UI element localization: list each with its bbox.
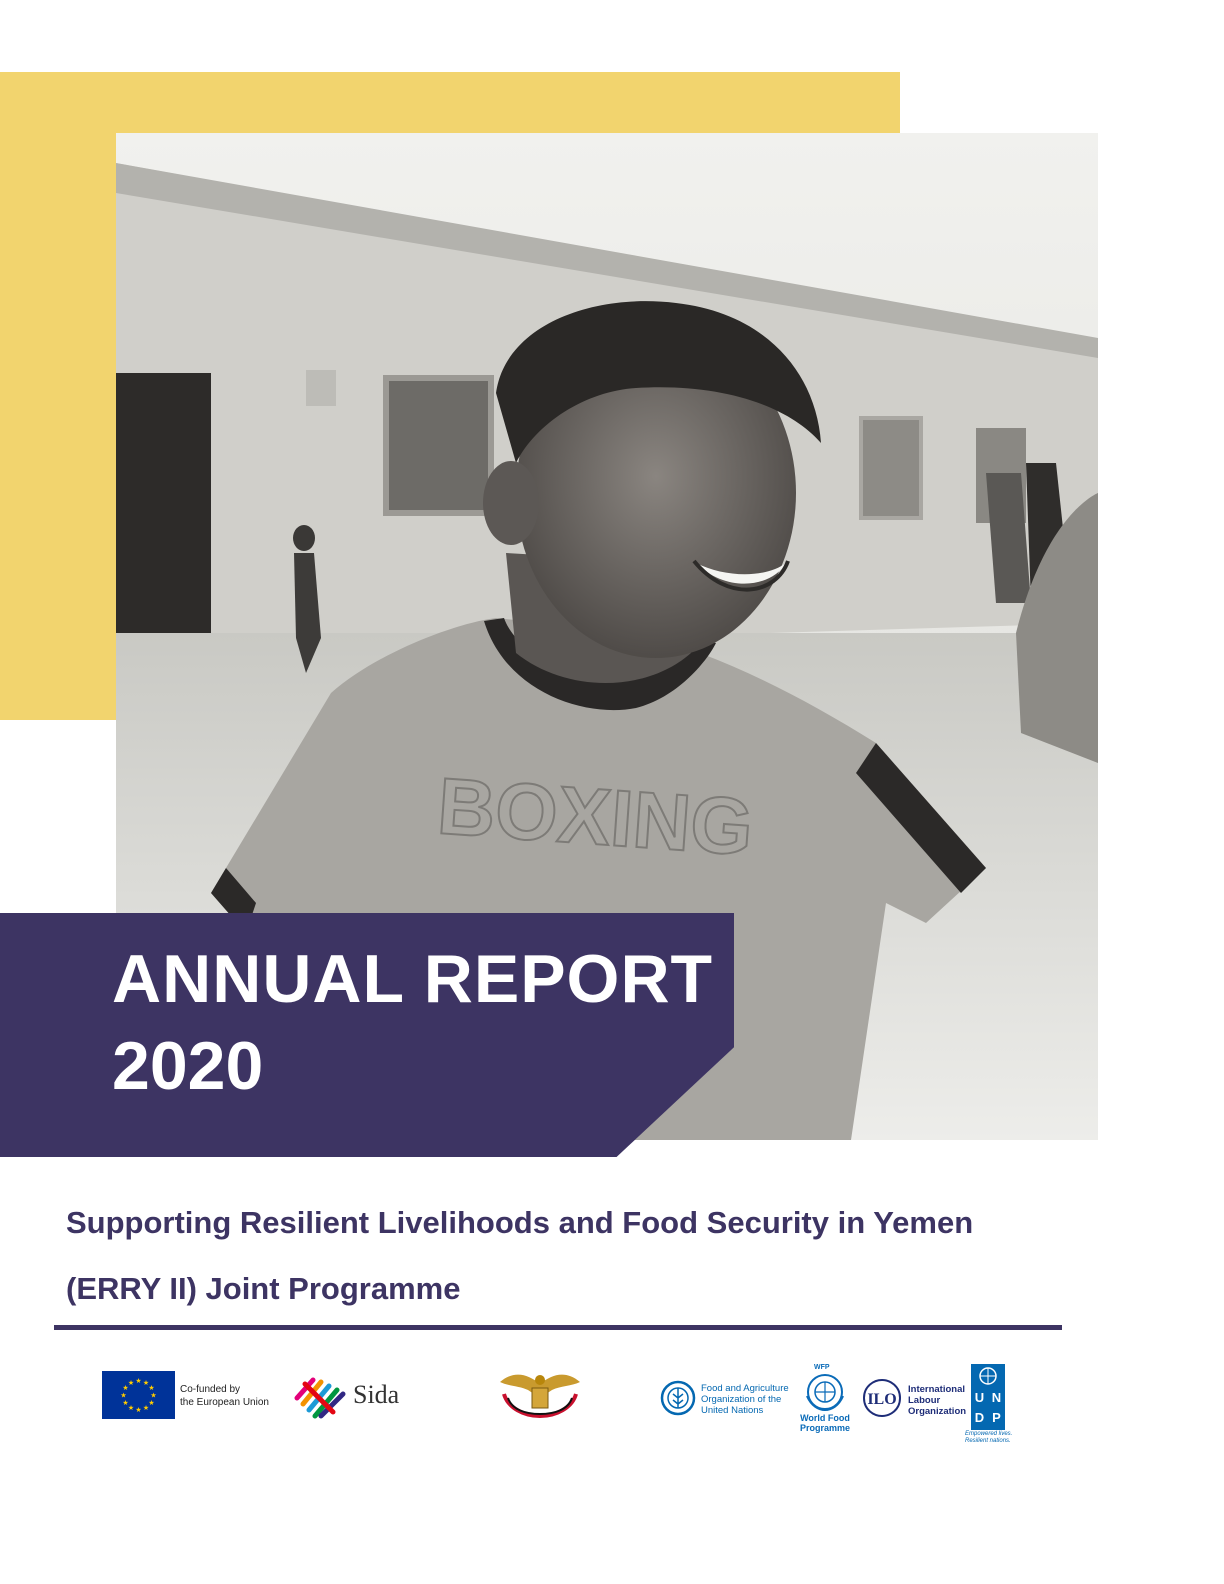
svg-text:★: ★ (128, 1404, 134, 1412)
svg-text:★: ★ (120, 1392, 126, 1400)
ilo-logo-icon: ILO (860, 1378, 904, 1418)
svg-text:★: ★ (148, 1399, 154, 1407)
report-title: ANNUAL REPORT (112, 941, 714, 1017)
fao-logo-text: Food and Agriculture Organization of the… (701, 1383, 789, 1416)
eu-flag-icon: ★ ★ ★ ★ ★ ★ ★ ★ ★ ★ ★ ★ (102, 1371, 175, 1419)
svg-text:★: ★ (135, 1377, 141, 1385)
wfp-logo-acronym: WFP (814, 1364, 830, 1371)
eu-logo-text: Co-funded by the European Union (180, 1384, 269, 1408)
svg-text:★: ★ (128, 1379, 134, 1387)
undp-logo-icon: U N D P (971, 1364, 1005, 1430)
undp-letter-u: U (974, 1390, 985, 1405)
svg-text:★: ★ (143, 1404, 149, 1412)
title-banner (0, 913, 734, 1157)
undp-letter-p: P (992, 1410, 1001, 1425)
wfp-logo-icon (803, 1372, 847, 1412)
undp-letter-d: D (974, 1410, 985, 1425)
svg-text:★: ★ (122, 1399, 128, 1407)
svg-text:★: ★ (148, 1384, 154, 1392)
sida-logo-text: Sida (353, 1380, 400, 1409)
cover-photo: BOXING (116, 133, 1098, 1140)
svg-text:★: ★ (135, 1406, 141, 1414)
sida-icon (293, 1370, 349, 1420)
ilo-logo-text: International Labour Organization (908, 1384, 967, 1417)
svg-text:★: ★ (150, 1392, 156, 1400)
wfp-logo-text: World Food Programme (799, 1413, 851, 1433)
divider-rule (54, 1325, 1062, 1330)
programme-name: (ERRY II) Joint Programme (66, 1271, 461, 1306)
svg-text:ILO: ILO (867, 1391, 896, 1408)
yemen-emblem-icon (494, 1368, 586, 1420)
report-year: 2020 (112, 1028, 264, 1104)
svg-text:★: ★ (143, 1379, 149, 1387)
fao-logo-icon (660, 1380, 696, 1416)
undp-tagline: Empowered lives. Resilient nations. (965, 1431, 1013, 1444)
svg-text:★: ★ (122, 1384, 128, 1392)
undp-letter-n: N (991, 1390, 1002, 1405)
programme-subtitle: Supporting Resilient Livelihoods and Foo… (66, 1205, 974, 1240)
